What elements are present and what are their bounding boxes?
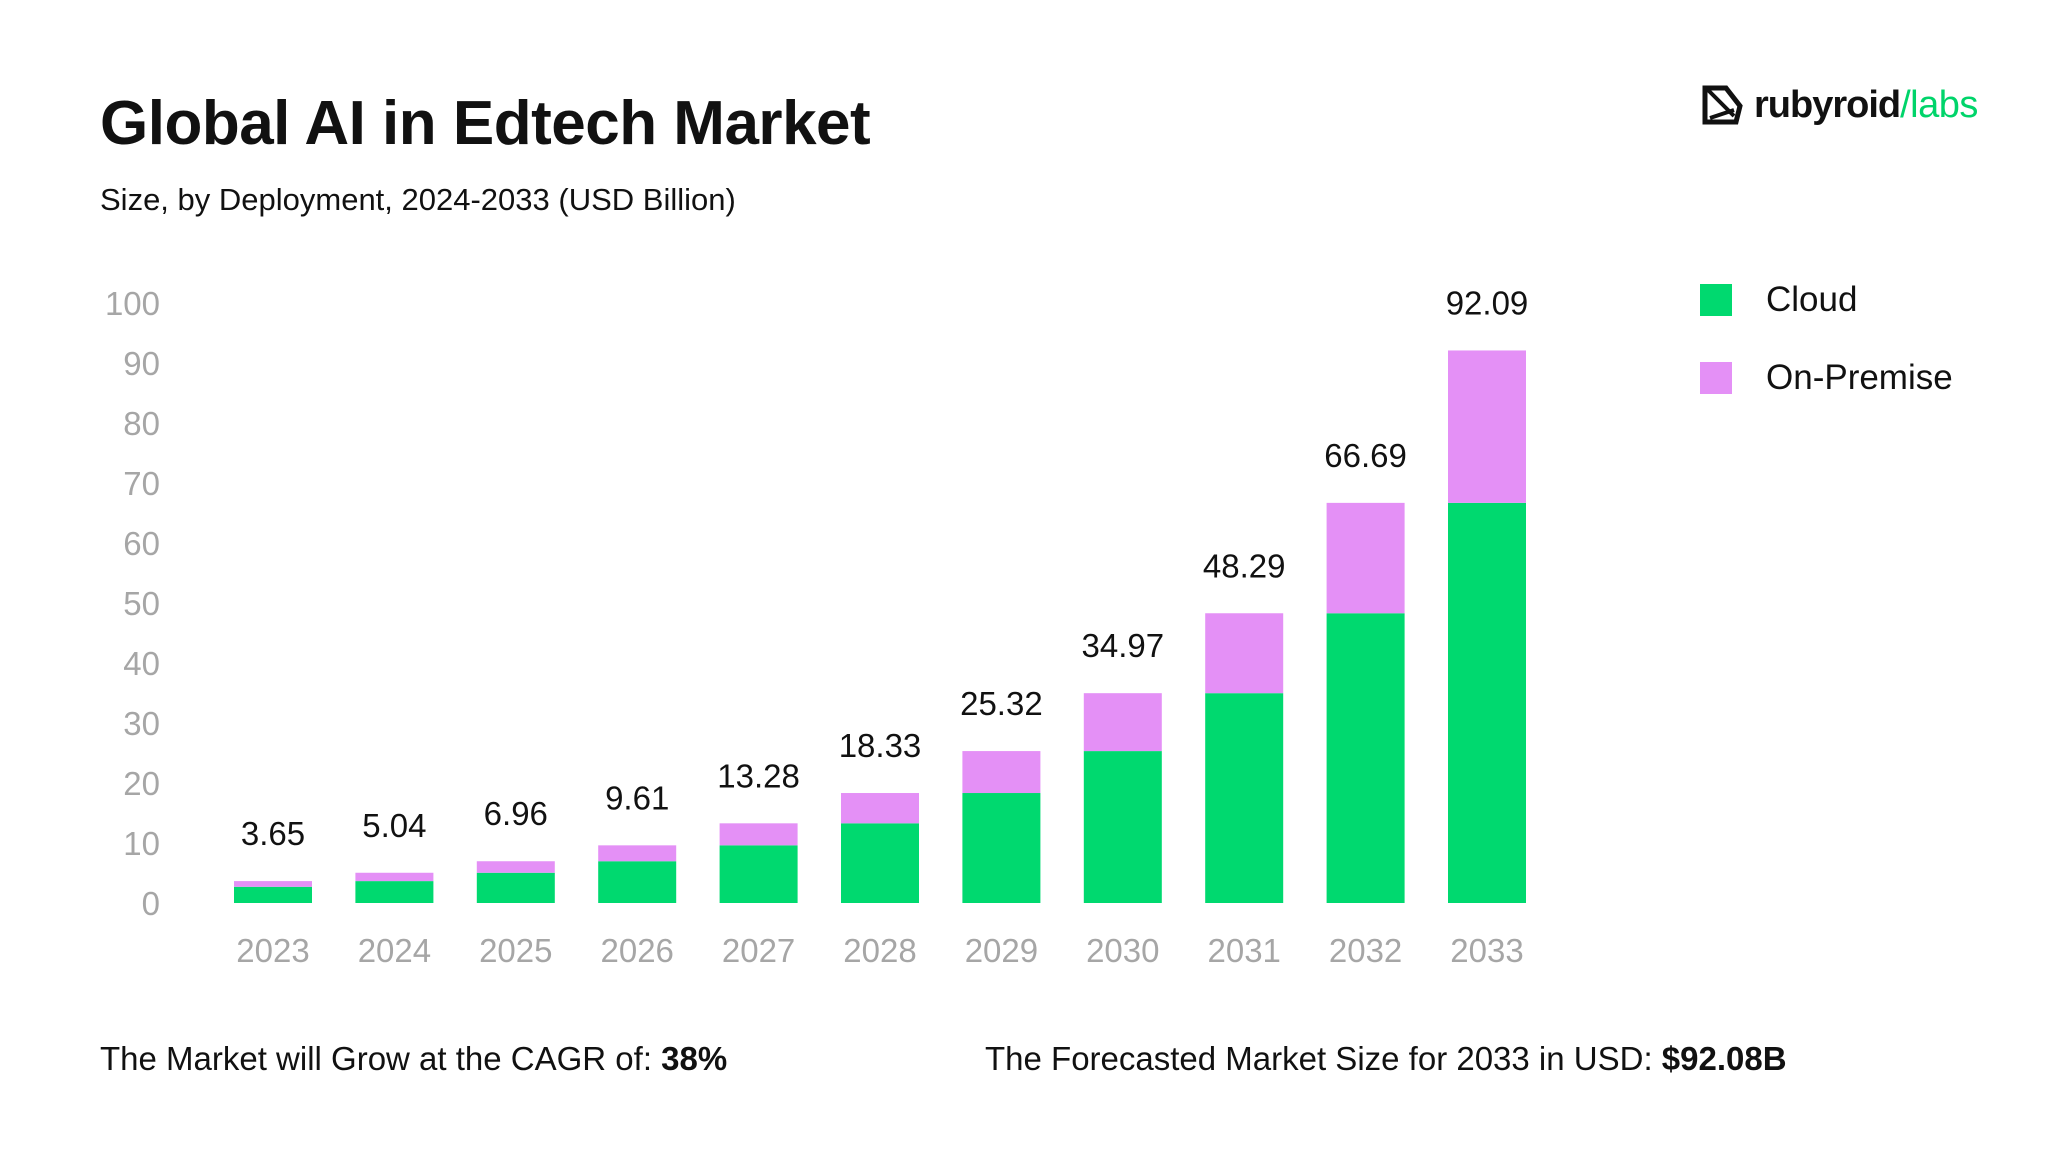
forecast-value: $92.08B xyxy=(1661,1040,1787,1077)
bar-cloud-2023 xyxy=(234,886,312,903)
forecast-note: The Forecasted Market Size for 2033 in U… xyxy=(985,1040,1787,1078)
bar-cloud-2033 xyxy=(1448,502,1526,903)
legend-item-on-premise: On-Premise xyxy=(1700,358,1953,398)
bar-on-premise-2026 xyxy=(598,845,677,862)
x-tick-label: 2031 xyxy=(1207,932,1280,969)
gem-icon xyxy=(1702,85,1743,125)
y-tick-label: 20 xyxy=(123,765,160,802)
data-label-2028: 18.33 xyxy=(839,727,922,764)
chart-title: Global AI in Edtech Market xyxy=(100,89,871,158)
legend-label: On-Premise xyxy=(1766,358,1953,397)
bar-on-premise-2023 xyxy=(234,881,312,887)
bar-cloud-2031 xyxy=(1205,693,1284,903)
bars xyxy=(234,350,1526,903)
x-axis: 2023 2024 2025 2026 2027 2028 2029 2030 2031 2032… xyxy=(236,932,1523,969)
y-tick-label: 90 xyxy=(123,345,160,382)
data-label-2027: 13.28 xyxy=(717,757,800,794)
cagr-label: The Market will Grow at the CAGR of: xyxy=(100,1040,652,1077)
bar-cloud-2025 xyxy=(476,872,555,903)
x-tick-label: 2030 xyxy=(1086,932,1159,969)
y-tick-label: 30 xyxy=(123,705,160,742)
data-label-2032: 66.69 xyxy=(1324,437,1407,474)
data-label-2031: 48.29 xyxy=(1203,547,1286,584)
bar-on-premise-2028 xyxy=(841,793,919,824)
y-axis: 0 10 20 30 40 50 60 70 80 90 100 xyxy=(105,285,160,922)
bar-on-premise-2032 xyxy=(1326,502,1405,614)
legend-label: Cloud xyxy=(1766,280,1858,319)
x-tick-label: 2028 xyxy=(843,932,916,969)
data-label-2029: 25.32 xyxy=(960,685,1043,722)
legend-swatch-on-premise xyxy=(1700,362,1732,394)
data-labels: 3.65 5.04 6.96 9.61 13.28 18.33 25.32 34.97 48.2… xyxy=(241,284,1528,852)
logo-accent: /labs xyxy=(1900,83,1978,126)
y-tick-label: 0 xyxy=(142,885,160,922)
forecast-label: The Forecasted Market Size for 2033 in U… xyxy=(985,1040,1653,1077)
bar-cloud-2030 xyxy=(1083,751,1162,903)
x-tick-label: 2025 xyxy=(479,932,552,969)
bar-cloud-2032 xyxy=(1326,613,1405,903)
y-tick-label: 100 xyxy=(105,285,160,322)
bar-cloud-2027 xyxy=(719,845,798,903)
bar-on-premise-2030 xyxy=(1083,693,1162,752)
bar-cloud-2024 xyxy=(355,881,434,903)
data-label-2025: 6.96 xyxy=(484,795,548,832)
cagr-note: The Market will Grow at the CAGR of: 38% xyxy=(100,1040,727,1078)
cagr-value: 38% xyxy=(661,1040,728,1077)
x-tick-label: 2024 xyxy=(358,932,431,969)
logo-wordmark: rubyroid xyxy=(1754,83,1901,126)
x-tick-label: 2027 xyxy=(722,932,795,969)
data-label-2030: 34.97 xyxy=(1082,627,1165,664)
y-tick-label: 80 xyxy=(123,405,160,442)
data-label-2026: 9.61 xyxy=(605,779,669,816)
y-tick-label: 10 xyxy=(123,825,160,862)
bar-cloud-2026 xyxy=(598,861,677,903)
bar-cloud-2029 xyxy=(962,793,1041,903)
x-tick-label: 2026 xyxy=(600,932,673,969)
data-label-2024: 5.04 xyxy=(362,807,426,844)
data-label-2023: 3.65 xyxy=(241,815,305,852)
bar-cloud-2028 xyxy=(841,823,919,903)
legend-item-cloud: Cloud xyxy=(1700,280,1953,320)
y-tick-label: 40 xyxy=(123,645,160,682)
y-tick-label: 70 xyxy=(123,465,160,502)
bar-on-premise-2033 xyxy=(1448,350,1526,503)
bar-on-premise-2029 xyxy=(962,751,1041,794)
bar-on-premise-2025 xyxy=(476,861,555,873)
x-tick-label: 2023 xyxy=(236,932,309,969)
x-tick-label: 2033 xyxy=(1450,932,1523,969)
legend-swatch-cloud xyxy=(1700,284,1732,316)
legend: Cloud On-Premise xyxy=(1700,280,1953,436)
y-tick-label: 60 xyxy=(123,525,160,562)
brand-logo: rubyroid /labs xyxy=(1700,78,1978,132)
data-label-2033: 92.09 xyxy=(1446,284,1529,321)
bar-on-premise-2024 xyxy=(355,872,434,882)
x-tick-label: 2032 xyxy=(1329,932,1402,969)
bar-on-premise-2027 xyxy=(719,823,798,846)
bar-on-premise-2031 xyxy=(1205,613,1284,694)
x-tick-label: 2029 xyxy=(965,932,1038,969)
y-tick-label: 50 xyxy=(123,585,160,622)
chart-subtitle: Size, by Deployment, 2024-2033 (USD Bill… xyxy=(100,182,736,217)
